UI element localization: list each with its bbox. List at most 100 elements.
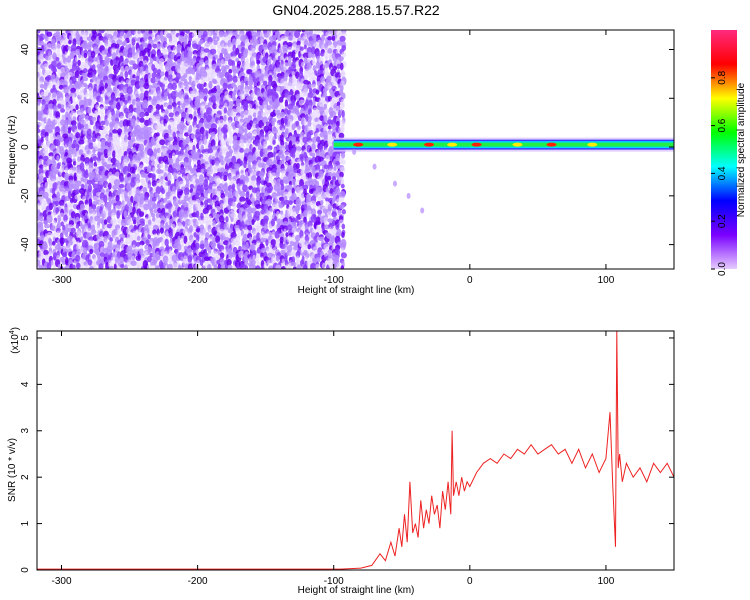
noise-cell	[40, 30, 45, 34]
noise-cell	[162, 79, 168, 85]
noise-cell	[239, 222, 244, 231]
noise-cell	[119, 120, 124, 128]
spectrogram-x-label: Height of straight line (km)	[298, 285, 415, 296]
noise-cell	[99, 106, 104, 115]
noise-cell	[226, 74, 233, 83]
noise-cell	[252, 112, 257, 118]
noise-cell	[152, 259, 157, 267]
noise-cell	[39, 40, 45, 47]
noise-cell	[82, 76, 89, 82]
noise-cell	[198, 204, 205, 211]
noise-cell	[248, 84, 253, 91]
noise-cell	[175, 157, 180, 167]
noise-cell	[183, 235, 188, 245]
noise-cell	[99, 252, 105, 258]
noise-cell	[196, 159, 202, 166]
noise-cell	[214, 175, 221, 184]
noise-cell	[74, 254, 81, 263]
noise-cell	[87, 259, 93, 266]
noise-cell	[199, 107, 205, 115]
noise-cell	[245, 191, 250, 200]
noise-cell	[262, 153, 269, 158]
noise-cell	[124, 70, 129, 79]
noise-cell	[253, 81, 259, 87]
noise-cell	[176, 114, 181, 123]
noise-cell	[52, 48, 57, 54]
noise-cell	[118, 183, 125, 189]
noise-cell	[115, 67, 120, 73]
noise-cell	[45, 135, 49, 142]
noise-cell	[218, 71, 225, 79]
noise-cell	[167, 82, 174, 91]
noise-cell	[91, 179, 95, 186]
noise-cell	[78, 188, 85, 195]
noise-cell	[124, 100, 128, 105]
noise-cell	[210, 87, 218, 94]
noise-cell	[104, 99, 110, 105]
noise-cell	[256, 180, 261, 187]
noise-cell	[155, 265, 160, 269]
noise-cell	[159, 30, 164, 38]
noise-cell	[112, 220, 118, 227]
noise-cell	[265, 239, 269, 247]
noise-cell	[167, 104, 173, 110]
noise-cell	[64, 167, 69, 174]
noise-cell	[75, 180, 82, 187]
noise-cell	[179, 35, 185, 43]
noise-cell	[139, 196, 145, 204]
noise-cell	[48, 192, 52, 198]
noise-cell	[156, 43, 161, 51]
noise-cell	[182, 210, 189, 219]
colorbar-tick-label: 0.0	[717, 262, 728, 276]
noise-cell	[173, 116, 177, 122]
noise-cell	[278, 203, 284, 209]
noise-cell	[207, 148, 214, 154]
noise-cell	[151, 161, 156, 167]
noise-cell	[78, 114, 84, 123]
x-tick-label: -300	[51, 576, 71, 587]
noise-cell	[179, 126, 184, 135]
colorbar-tick-label: 0.2	[717, 214, 728, 228]
noise-cell	[195, 242, 200, 250]
noise-cell	[235, 98, 241, 108]
noise-cell	[132, 63, 138, 70]
noise-cell	[226, 140, 233, 146]
noise-cell	[291, 123, 296, 131]
noise-cell	[171, 254, 178, 263]
y-tick-label: 40	[20, 44, 31, 56]
noise-cell	[37, 30, 41, 34]
noise-cell	[133, 265, 137, 269]
noise-cell	[240, 111, 245, 119]
noise-cell	[145, 159, 150, 165]
noise-cell	[85, 92, 89, 98]
noise-cell	[86, 179, 93, 185]
noise-cell	[176, 243, 182, 251]
noise-cell	[143, 230, 148, 239]
noise-cell	[182, 63, 189, 70]
noise-cell	[52, 99, 57, 106]
noise-cell	[315, 89, 320, 95]
noise-cell	[150, 213, 156, 218]
noise-cell	[55, 111, 61, 120]
noise-cell	[71, 31, 76, 40]
noise-cell	[39, 158, 44, 166]
noise-cell	[223, 198, 229, 207]
noise-cell	[167, 180, 172, 187]
noise-cell	[191, 68, 196, 75]
noise-cell	[340, 252, 347, 259]
noise-cell	[55, 139, 61, 147]
noise-cell	[175, 149, 179, 155]
noise-cell	[39, 215, 44, 222]
noise-cell	[199, 39, 204, 45]
noise-cell	[75, 189, 80, 195]
noise-cell	[218, 215, 225, 223]
noise-cell	[155, 212, 160, 219]
noise-cell	[240, 84, 244, 92]
noise-cell	[235, 47, 240, 55]
noise-cell	[147, 234, 151, 240]
noise-cell	[94, 215, 100, 222]
noise-cell	[135, 180, 140, 189]
noise-cell	[243, 61, 250, 66]
noise-cell	[290, 261, 297, 267]
noise-cell	[69, 91, 73, 99]
